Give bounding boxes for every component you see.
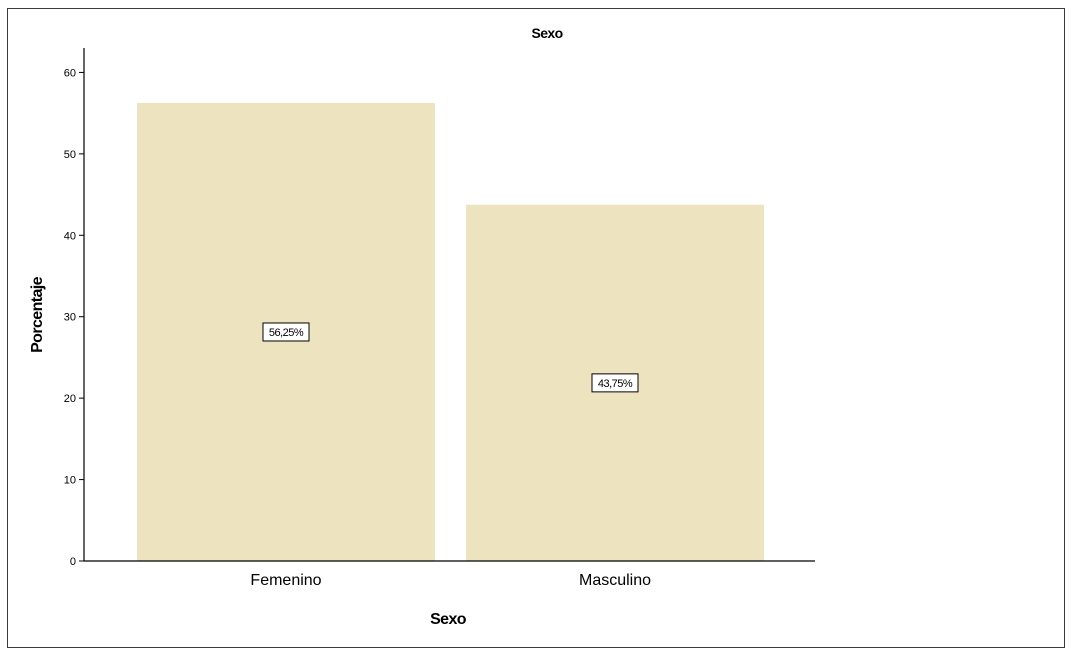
data-label: 56,25%: [269, 327, 304, 339]
data-label-box: [591, 373, 639, 393]
x-axis-title: Sexo: [430, 611, 467, 628]
y-tick-label: 40: [64, 230, 76, 242]
chart-title: Sexo: [531, 25, 562, 41]
y-axis-title: Porcentaje: [29, 276, 46, 353]
y-axis-ticks: 0 10 20 30 40 50 60: [64, 67, 84, 568]
y-tick-label: 0: [70, 556, 76, 568]
data-labels-layer: 56,25% 43,75%: [262, 322, 639, 393]
y-tick-label: 20: [64, 393, 76, 405]
y-tick-label: 10: [64, 475, 76, 487]
x-axis-categories: Femenino Masculino: [250, 572, 651, 589]
y-tick-label: 30: [64, 312, 76, 324]
x-category-label: Masculino: [579, 572, 651, 589]
x-category-label: Femenino: [250, 572, 321, 589]
y-tick-label: 50: [64, 149, 76, 161]
data-label-box: [262, 322, 310, 342]
y-tick-label: 60: [64, 67, 76, 79]
bars-layer: [137, 102, 764, 561]
data-label: 43,75%: [598, 378, 633, 390]
